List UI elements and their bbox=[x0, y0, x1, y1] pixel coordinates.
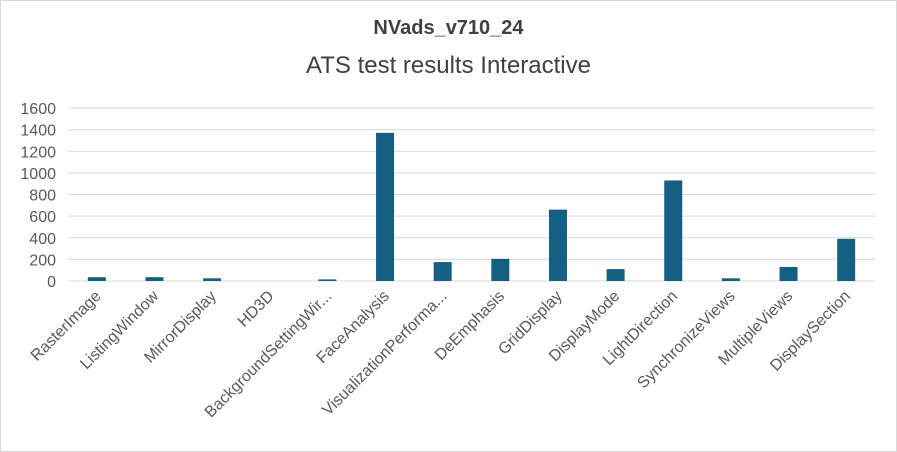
chart-subtitle: ATS test results Interactive bbox=[306, 52, 591, 79]
y-tick-label: 0 bbox=[47, 274, 56, 291]
bar bbox=[433, 262, 452, 281]
gridlines bbox=[68, 107, 875, 282]
y-tick-label: 200 bbox=[29, 252, 56, 269]
bar bbox=[664, 180, 683, 281]
chart-title: NVads_v710_24 bbox=[373, 17, 524, 39]
y-tick-label: 800 bbox=[29, 188, 56, 205]
bar bbox=[548, 209, 567, 281]
y-tick-label: 400 bbox=[29, 231, 56, 248]
x-tick-label: HD3D bbox=[235, 288, 278, 331]
bar bbox=[779, 266, 798, 281]
bar bbox=[87, 277, 106, 281]
x-tick-label: SynchronizeViews bbox=[634, 288, 738, 392]
bar bbox=[491, 258, 510, 281]
y-tick-label: 1000 bbox=[20, 166, 56, 183]
y-tick-label: 1200 bbox=[20, 144, 56, 161]
y-tick-label: 1400 bbox=[20, 123, 56, 140]
bar bbox=[318, 279, 337, 281]
bars bbox=[87, 132, 856, 281]
bar bbox=[376, 132, 395, 281]
y-axis-tick-labels: 0 200 400 600 800 1000 1200 1400 1600 bbox=[20, 101, 56, 291]
bar bbox=[837, 238, 856, 281]
y-tick-label: 1600 bbox=[20, 101, 56, 118]
bar bbox=[145, 277, 164, 281]
bar bbox=[721, 278, 740, 281]
bar bbox=[606, 269, 625, 281]
y-tick-label: 600 bbox=[29, 209, 56, 226]
bar bbox=[203, 278, 222, 281]
